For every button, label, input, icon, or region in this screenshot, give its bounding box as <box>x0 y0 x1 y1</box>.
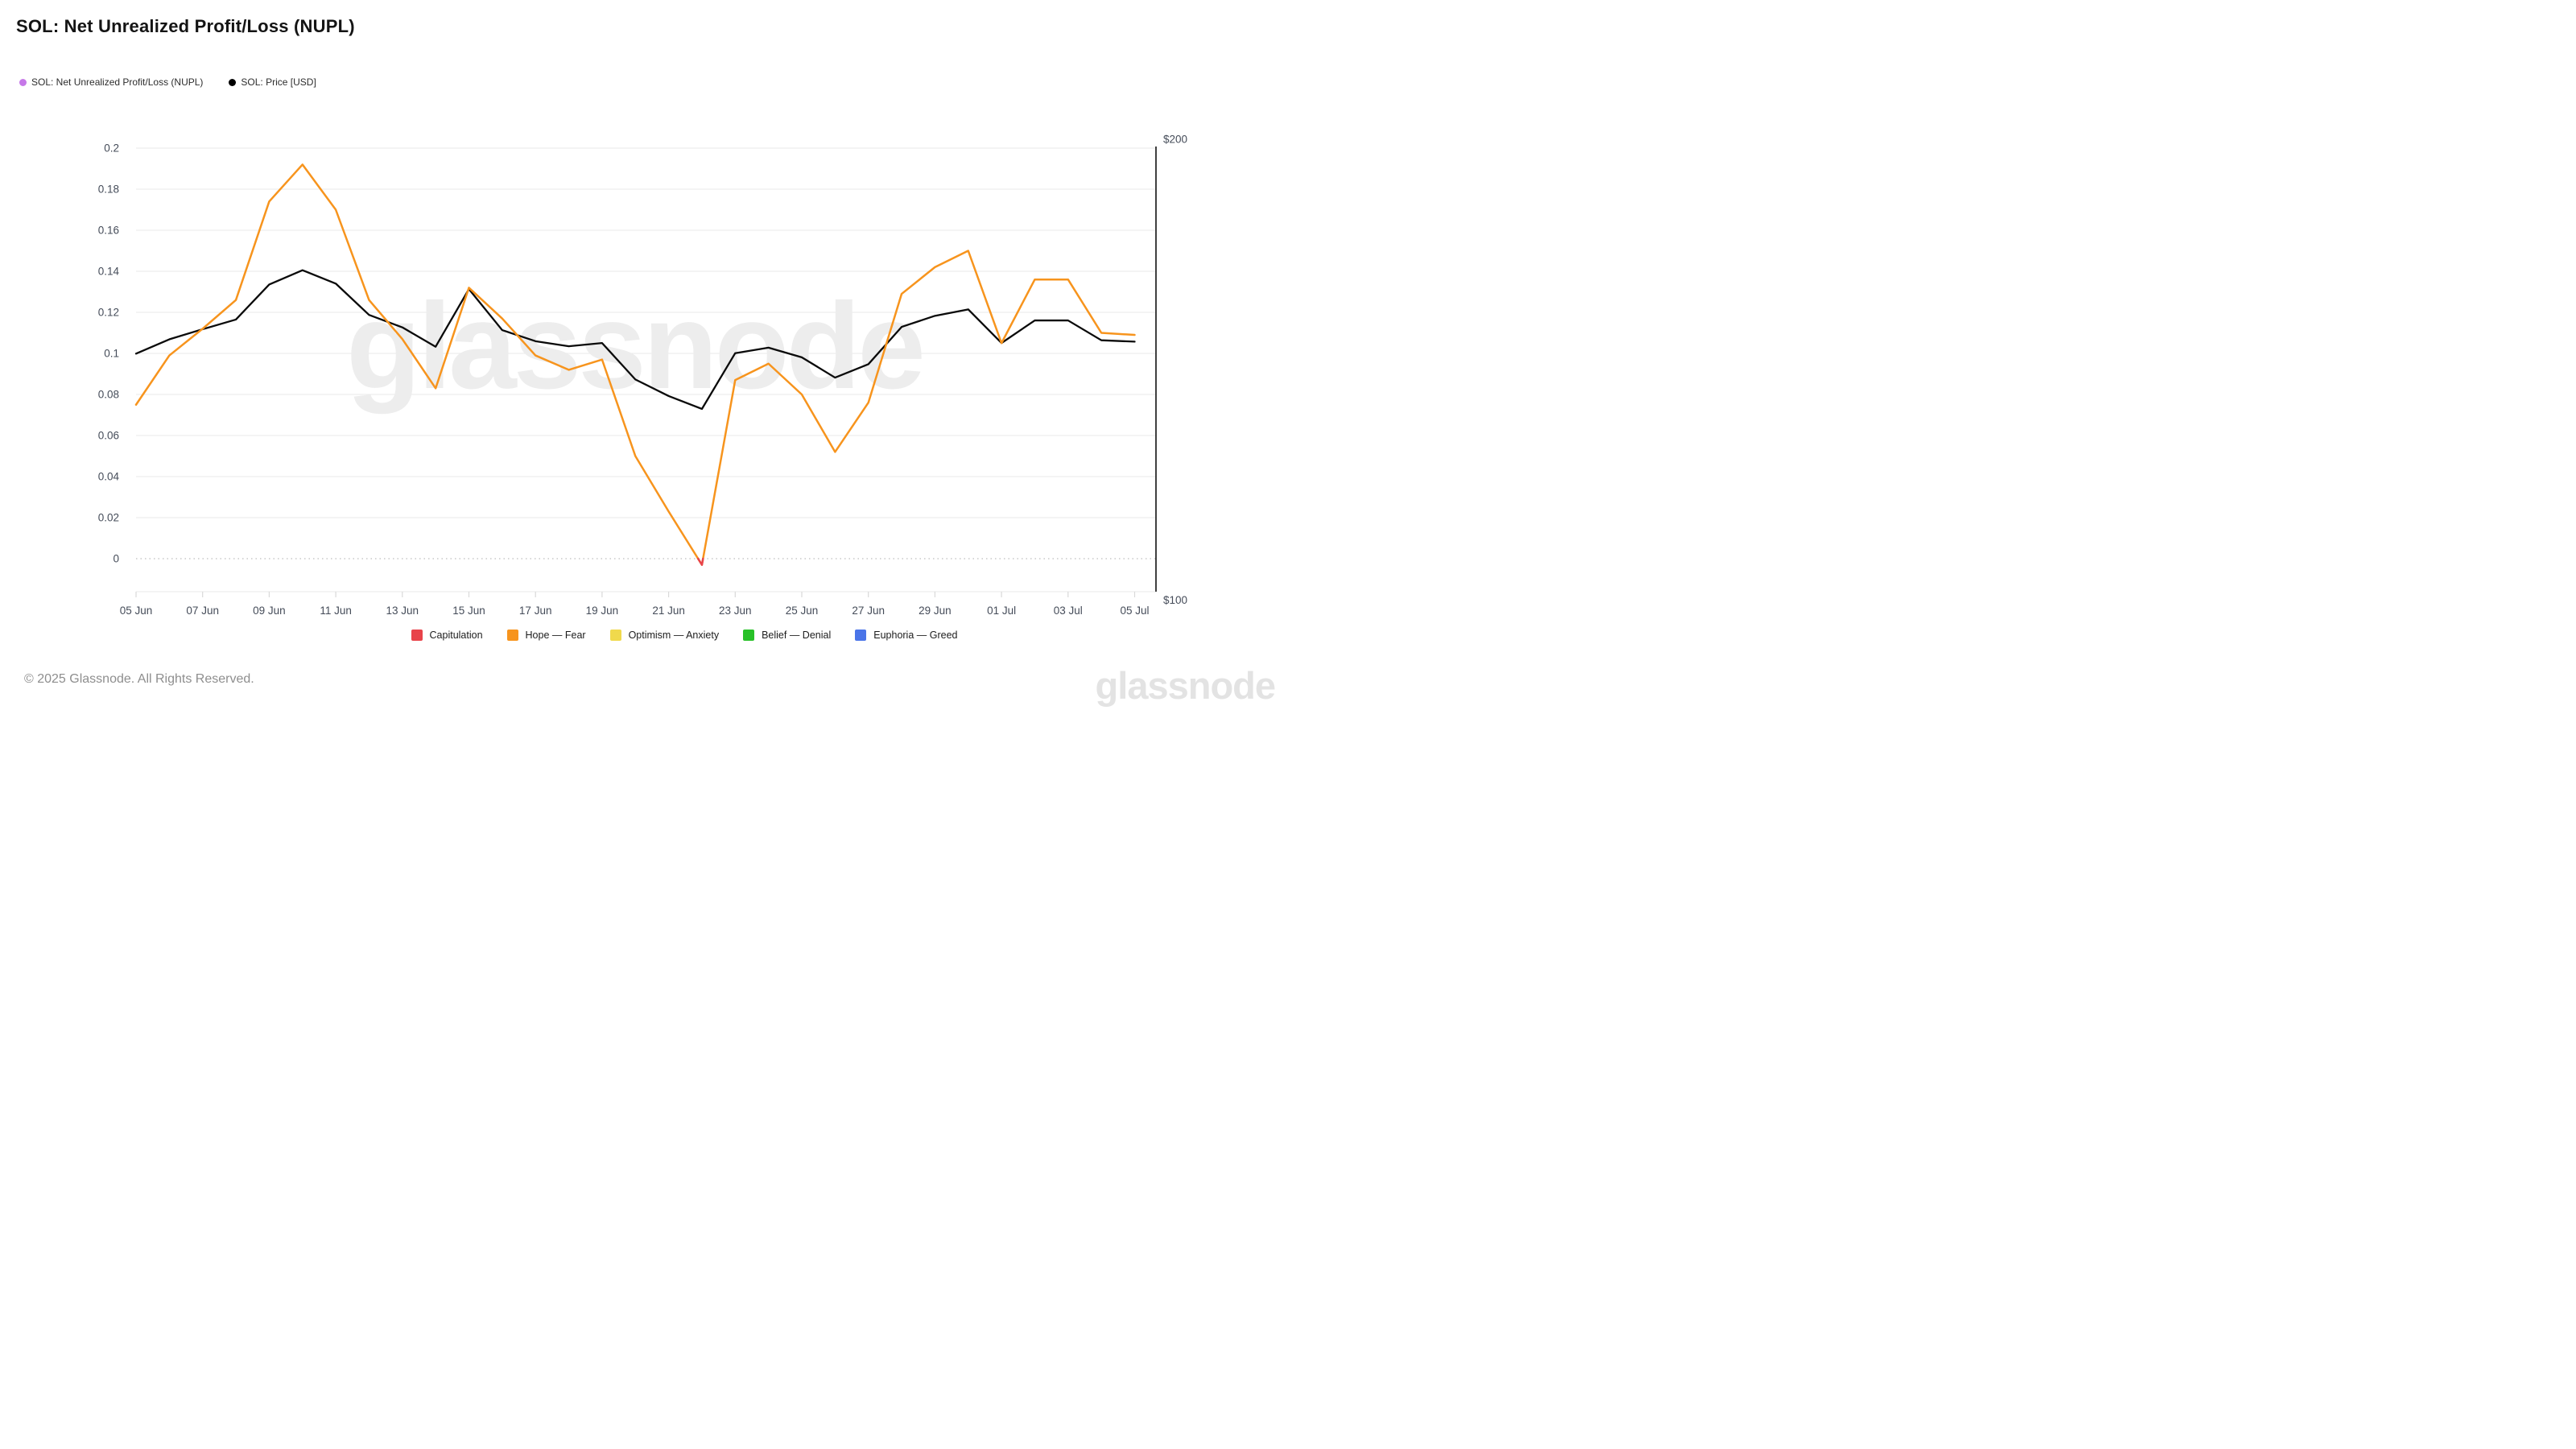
svg-text:27 Jun: 27 Jun <box>852 605 885 617</box>
svg-text:21 Jun: 21 Jun <box>652 605 685 617</box>
nupl-series-dot-icon <box>19 78 27 86</box>
nupl-price-line-chart: 0 0.02 0.04 0.06 0.08 0.1 0.12 0.14 0.16 0.18 0.2 g… <box>98 134 1187 617</box>
optimism-anxiety-swatch-icon <box>609 630 621 641</box>
band-optimism-anxiety-label: Optimism — Anxiety <box>628 630 720 641</box>
page-title: SOL: Net Unrealized Profit/Loss (NUPL) <box>16 16 355 36</box>
legend-item-nupl-label: SOL: Net Unrealized Profit/Loss (NUPL) <box>31 76 204 88</box>
svg-text:05 Jul: 05 Jul <box>1120 605 1149 617</box>
band-euphoria-greed-label: Euphoria — Greed <box>873 630 958 641</box>
band-hope-fear-label: Hope — Fear <box>525 630 586 641</box>
svg-text:09 Jun: 09 Jun <box>253 605 286 617</box>
svg-text:29 Jun: 29 Jun <box>919 605 952 617</box>
svg-text:25 Jun: 25 Jun <box>786 605 819 617</box>
svg-text:15 Jun: 15 Jun <box>452 605 485 617</box>
top-legend: SOL: Net Unrealized Profit/Loss (NUPL) S… <box>19 76 316 88</box>
svg-text:0.12: 0.12 <box>98 307 119 319</box>
glassnode-center-watermark: glassnode <box>346 278 923 415</box>
right-price-axis: $200 $100 <box>1155 134 1187 606</box>
svg-text:0.02: 0.02 <box>98 512 119 524</box>
copyright-text: © 2025 Glassnode. All Rights Reserved. <box>24 672 254 686</box>
svg-text:13 Jun: 13 Jun <box>386 605 419 617</box>
svg-text:01 Jul: 01 Jul <box>987 605 1016 617</box>
band-legend-optimism-anxiety[interactable]: Optimism — Anxiety <box>609 630 720 641</box>
hope-fear-swatch-icon <box>506 630 518 641</box>
band-legend-hope-fear[interactable]: Hope — Fear <box>506 630 586 641</box>
svg-text:0: 0 <box>113 553 119 565</box>
svg-text:05 Jun: 05 Jun <box>120 605 153 617</box>
band-legend-belief-denial[interactable]: Belief — Denial <box>743 630 831 641</box>
left-axis-labels: 0 0.02 0.04 0.06 0.08 0.1 0.12 0.14 0.16 0.18 0.2 <box>98 142 120 565</box>
band-capitulation-label: Capitulation <box>429 630 483 641</box>
nupl-bands-legend: Capitulation Hope — Fear Optimism — Anxi… <box>0 630 1288 641</box>
svg-text:0.1: 0.1 <box>104 348 119 360</box>
legend-item-price-label: SOL: Price [USD] <box>241 76 316 88</box>
band-legend-euphoria-greed[interactable]: Euphoria — Greed <box>855 630 957 641</box>
svg-text:19 Jun: 19 Jun <box>586 605 619 617</box>
nupl-line <box>134 163 1136 566</box>
svg-text:11 Jun: 11 Jun <box>320 605 352 617</box>
price-series-dot-icon <box>229 78 237 86</box>
svg-text:$200: $200 <box>1163 134 1187 146</box>
svg-text:0.04: 0.04 <box>98 471 120 483</box>
x-axis-labels: 05 Jun 07 Jun 09 Jun 11 Jun 13 Jun 15 Jun 17 J… <box>120 592 1150 617</box>
legend-item-price[interactable]: SOL: Price [USD] <box>229 76 316 88</box>
svg-text:0.16: 0.16 <box>98 225 119 237</box>
svg-text:17 Jun: 17 Jun <box>519 605 552 617</box>
legend-item-nupl[interactable]: SOL: Net Unrealized Profit/Loss (NUPL) <box>19 76 203 88</box>
band-legend-capitulation[interactable]: Capitulation <box>411 630 483 641</box>
svg-text:0.06: 0.06 <box>98 430 119 442</box>
svg-text:$100: $100 <box>1163 594 1187 606</box>
capitulation-swatch-icon <box>411 630 423 641</box>
chart-area: 0 0.02 0.04 0.06 0.08 0.1 0.12 0.14 0.16 0.18 0.2 g… <box>0 0 1288 724</box>
band-belief-denial-label: Belief — Denial <box>762 630 832 641</box>
svg-text:23 Jun: 23 Jun <box>719 605 752 617</box>
svg-text:0.14: 0.14 <box>98 266 120 278</box>
belief-denial-swatch-icon <box>743 630 755 641</box>
svg-text:07 Jun: 07 Jun <box>186 605 219 617</box>
price-line <box>134 269 1136 411</box>
svg-text:03 Jul: 03 Jul <box>1054 605 1083 617</box>
glassnode-logo-watermark: glassnode <box>1095 664 1276 707</box>
svg-text:0.18: 0.18 <box>98 184 119 196</box>
svg-text:0.2: 0.2 <box>104 142 119 155</box>
svg-text:0.08: 0.08 <box>98 389 119 401</box>
capitulation-segment <box>696 557 704 566</box>
glassnode-chart-page: SOL: Net Unrealized Profit/Loss (NUPL) S… <box>0 0 1288 724</box>
euphoria-greed-swatch-icon <box>855 630 867 641</box>
